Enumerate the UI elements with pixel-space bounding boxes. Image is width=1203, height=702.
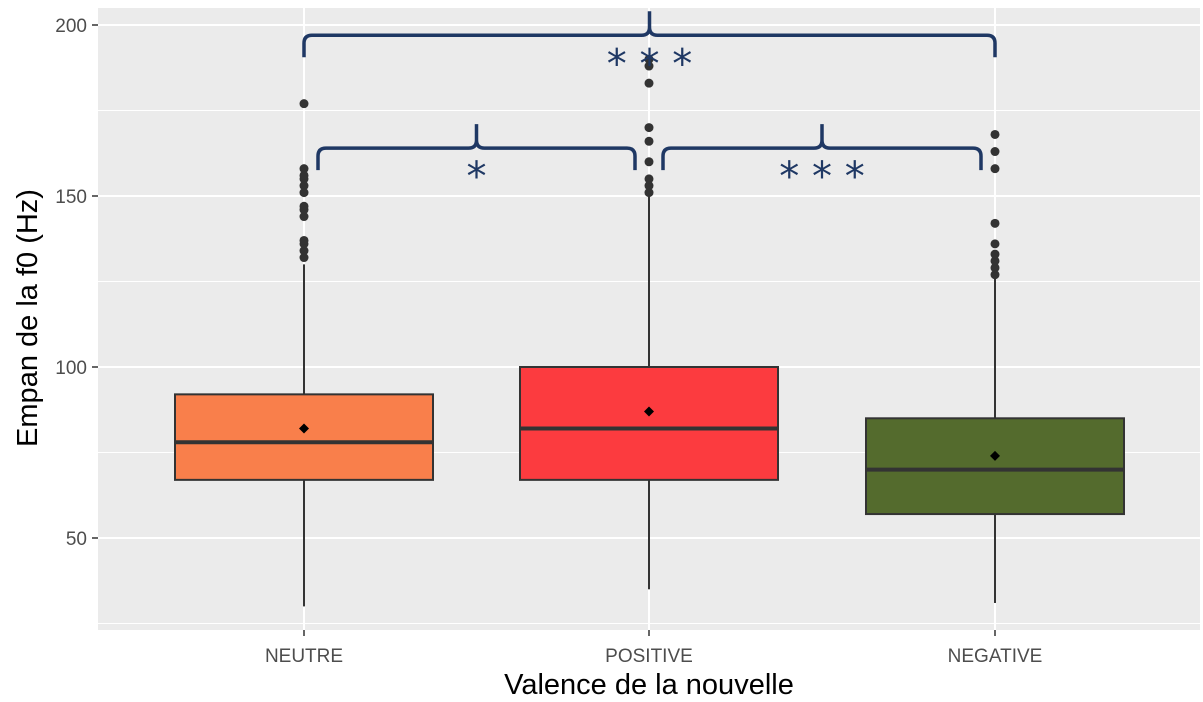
outlier-point <box>644 188 654 198</box>
significance-brackets: * * * * * * * <box>302 11 997 200</box>
box-iqr <box>865 417 1125 516</box>
outlier-point <box>299 235 309 245</box>
box-positive <box>519 54 779 590</box>
outlier-point <box>644 54 654 64</box>
boxes <box>174 54 1125 607</box>
box-iqr <box>174 393 434 481</box>
y-tick-label: 100 <box>55 358 87 379</box>
mean-marker <box>299 423 309 434</box>
outlier-point <box>299 99 309 109</box>
outlier-point <box>299 164 309 174</box>
significance-label: * * * <box>779 154 864 200</box>
x-axis-title: Valence de la nouvelle <box>504 669 794 701</box>
outlier-point <box>299 188 309 198</box>
outlier-point <box>990 239 1000 249</box>
y-tick-label: 150 <box>55 187 87 208</box>
outlier-point <box>299 212 309 222</box>
x-tick-label: NEUTRE <box>265 646 343 667</box>
significance-label: * <box>467 154 487 200</box>
outlier-point <box>299 170 309 180</box>
y-axis-title: Empan de la f0 (Hz) <box>12 189 44 447</box>
outlier-point <box>644 123 654 133</box>
outlier-point <box>299 253 309 263</box>
outlier-point <box>990 270 1000 280</box>
outlier-point <box>990 249 1000 259</box>
y-tick-label: 50 <box>66 529 87 550</box>
outlier-point <box>990 218 1000 228</box>
outlier-point <box>990 129 1000 139</box>
outlier-point <box>990 263 1000 273</box>
significance-label: * * * <box>607 41 692 87</box>
outlier-point <box>299 181 309 191</box>
outlier-point <box>644 174 654 184</box>
x-axis: NEUTRE POSITIVE NEGATIVE <box>265 630 1042 667</box>
outlier-point <box>644 136 654 146</box>
bracket-line <box>302 11 997 58</box>
outlier-point <box>990 256 1000 266</box>
box-neutre <box>174 99 434 607</box>
x-tick-label: NEGATIVE <box>948 646 1043 667</box>
outlier-point <box>990 164 1000 174</box>
y-tick-label: 200 <box>55 16 87 37</box>
mean-marker <box>990 450 1000 461</box>
bracket-positive-negative: * * * <box>661 124 983 200</box>
mean-marker <box>644 406 654 417</box>
outlier-point <box>644 78 654 88</box>
y-axis: 50 100 150 200 <box>55 16 98 550</box>
box-iqr <box>519 366 779 481</box>
outlier-point <box>644 157 654 167</box>
outlier-point <box>299 201 309 211</box>
outlier-point <box>990 147 1000 157</box>
bracket-neutre-negative: * * * <box>302 11 997 87</box>
x-tick-label: POSITIVE <box>605 646 693 667</box>
outlier-point <box>644 181 654 191</box>
outlier-point <box>299 246 309 256</box>
box-negative <box>865 129 1125 603</box>
outlier-point <box>644 61 654 71</box>
bracket-line <box>661 124 983 171</box>
bracket-neutre-positive: * <box>316 124 637 200</box>
bracket-line <box>316 124 637 171</box>
